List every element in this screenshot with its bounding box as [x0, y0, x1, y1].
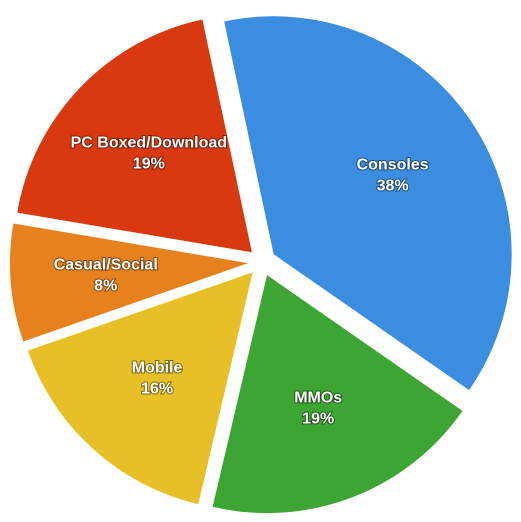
slice-value-label: 16%	[141, 381, 173, 398]
pie-slice	[212, 275, 463, 514]
slice-value-label: 19%	[133, 156, 165, 173]
slice-label: Casual/Social	[54, 256, 158, 273]
slice-value-label: 38%	[377, 177, 409, 194]
slice-value-label: 8%	[94, 277, 117, 294]
pie-slice	[17, 19, 252, 253]
slice-label: MMOs	[294, 390, 342, 407]
pie-slice	[10, 223, 249, 342]
slice-label: Consoles	[357, 156, 429, 173]
pie-slice	[27, 272, 253, 505]
slice-label: PC Boxed/Download	[71, 135, 227, 152]
slice-value-label: 19%	[302, 411, 334, 428]
slice-label: Mobile	[132, 360, 183, 377]
pie-slice	[224, 16, 512, 391]
